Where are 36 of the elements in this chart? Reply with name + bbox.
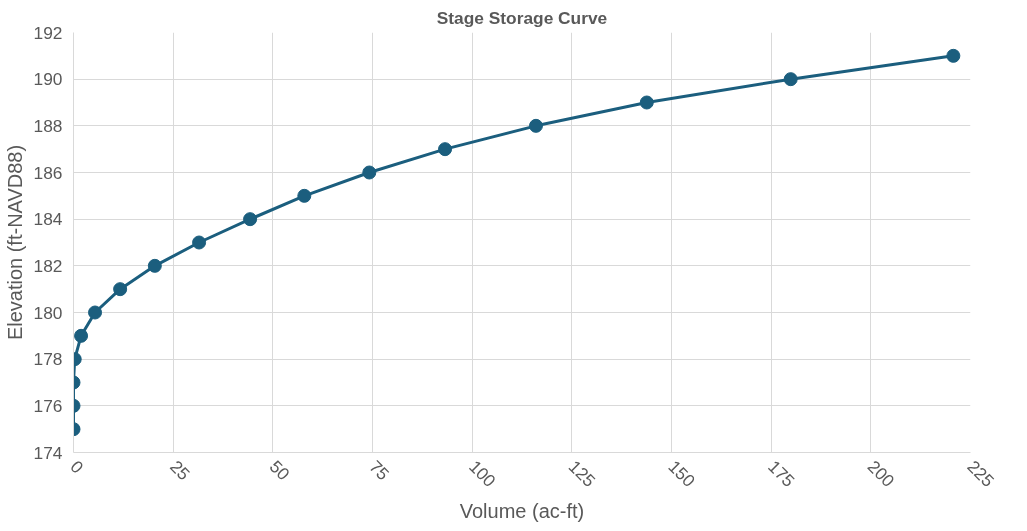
point: [113, 282, 128, 297]
point: [243, 212, 258, 227]
x-tick-label: 175: [764, 456, 799, 492]
y-tick-label: 182: [33, 255, 63, 276]
y-tick-label: 176: [33, 395, 63, 416]
x-tick-label: 200: [863, 456, 899, 492]
y-tick-label: 192: [33, 22, 63, 43]
point: [74, 328, 89, 343]
y-tick-label: 184: [33, 209, 63, 230]
x-tick-label: 25: [166, 456, 194, 485]
point: [88, 305, 103, 320]
x-tick-label: 150: [664, 456, 700, 492]
x-tick-label: 125: [564, 456, 600, 492]
x-tick-label: 50: [265, 456, 294, 485]
x-tick-label: 100: [465, 456, 500, 492]
point: [438, 142, 453, 157]
point: [147, 258, 162, 273]
x-tick-label: 225: [963, 456, 999, 492]
y-tick-label: 174: [33, 442, 63, 463]
point: [528, 118, 543, 133]
point: [297, 188, 312, 203]
y-tick-label: 190: [33, 69, 63, 90]
point: [783, 72, 798, 87]
point: [362, 165, 377, 180]
chart-title: Stage Storage Curve: [436, 7, 608, 28]
x-tick-label: 75: [365, 456, 394, 485]
y-axis-title: Elevation (ft-NAVD88): [3, 144, 26, 341]
y-tick-label: 178: [33, 349, 63, 370]
x-axis-title: Volume (ac-ft): [459, 500, 585, 523]
y-tick-label: 188: [33, 115, 63, 136]
point: [639, 95, 654, 110]
y-tick-label: 180: [33, 302, 63, 323]
point: [946, 48, 961, 63]
y-tick-label: 186: [33, 162, 63, 183]
x-tick-label: 0: [66, 456, 88, 478]
point: [192, 235, 207, 250]
